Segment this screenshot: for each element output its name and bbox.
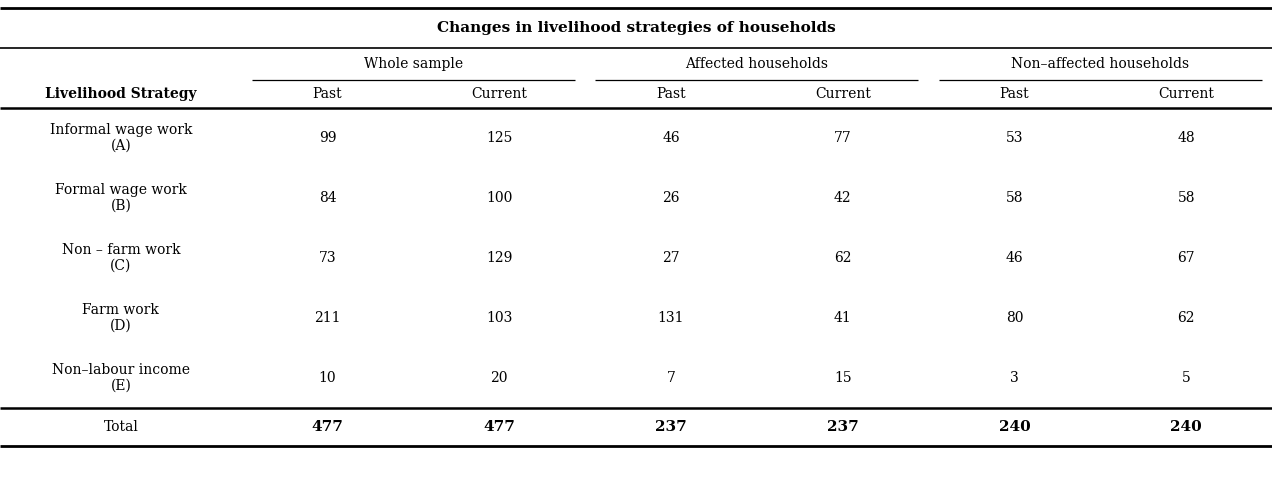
Text: 26: 26: [663, 191, 679, 205]
Text: 58: 58: [1178, 191, 1194, 205]
Text: 7: 7: [667, 371, 675, 385]
Text: Formal wage work
(B): Formal wage work (B): [55, 183, 187, 213]
Text: 53: 53: [1006, 131, 1023, 145]
Text: Total: Total: [103, 420, 139, 434]
Text: 62: 62: [834, 251, 851, 265]
Text: 103: 103: [486, 311, 513, 325]
Text: 477: 477: [483, 420, 515, 434]
Text: 20: 20: [491, 371, 508, 385]
Text: Informal wage work
(A): Informal wage work (A): [50, 123, 192, 153]
Text: 67: 67: [1178, 251, 1194, 265]
Text: 73: 73: [319, 251, 336, 265]
Text: 3: 3: [1010, 371, 1019, 385]
Text: 42: 42: [834, 191, 851, 205]
Text: 211: 211: [314, 311, 341, 325]
Text: Past: Past: [656, 87, 686, 101]
Text: Non – farm work
(C): Non – farm work (C): [61, 243, 181, 273]
Text: 15: 15: [834, 371, 851, 385]
Text: Non–affected households: Non–affected households: [1011, 57, 1189, 71]
Text: 125: 125: [486, 131, 513, 145]
Text: Past: Past: [313, 87, 342, 101]
Text: 58: 58: [1006, 191, 1023, 205]
Text: Past: Past: [1000, 87, 1029, 101]
Text: 99: 99: [319, 131, 336, 145]
Text: 80: 80: [1006, 311, 1023, 325]
Text: 27: 27: [663, 251, 679, 265]
Text: 62: 62: [1178, 311, 1194, 325]
Text: Farm work
(D): Farm work (D): [83, 303, 159, 333]
Text: 48: 48: [1178, 131, 1194, 145]
Text: 46: 46: [1006, 251, 1023, 265]
Text: 10: 10: [319, 371, 336, 385]
Text: 237: 237: [655, 420, 687, 434]
Text: 131: 131: [658, 311, 684, 325]
Text: 5: 5: [1182, 371, 1191, 385]
Text: 129: 129: [486, 251, 513, 265]
Text: Current: Current: [815, 87, 870, 101]
Text: 77: 77: [834, 131, 851, 145]
Text: Changes in livelihood strategies of households: Changes in livelihood strategies of hous…: [436, 21, 836, 35]
Text: 240: 240: [1170, 420, 1202, 434]
Text: Current: Current: [472, 87, 527, 101]
Text: 100: 100: [486, 191, 513, 205]
Text: Non–labour income
(E): Non–labour income (E): [52, 363, 190, 393]
Text: 240: 240: [999, 420, 1030, 434]
Text: 477: 477: [312, 420, 343, 434]
Text: 41: 41: [834, 311, 851, 325]
Text: 237: 237: [827, 420, 859, 434]
Text: Current: Current: [1159, 87, 1213, 101]
Text: Whole sample: Whole sample: [364, 57, 463, 71]
Text: 84: 84: [319, 191, 336, 205]
Text: Livelihood Strategy: Livelihood Strategy: [45, 87, 197, 101]
Text: 46: 46: [663, 131, 679, 145]
Text: Affected households: Affected households: [686, 57, 828, 71]
